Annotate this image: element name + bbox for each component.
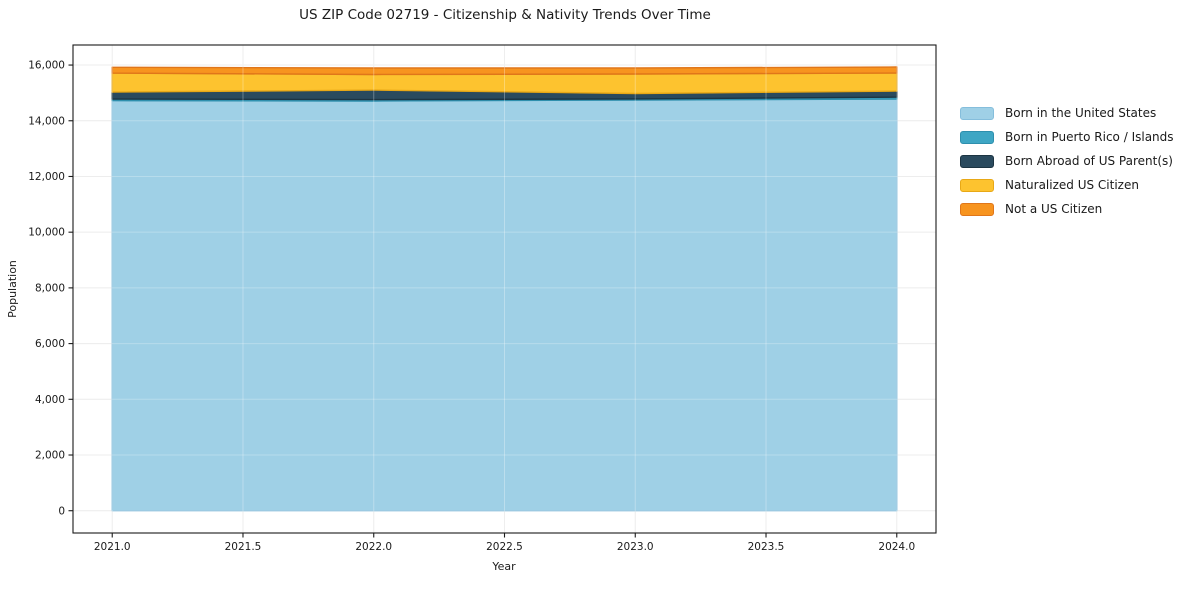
x-axis-label: Year xyxy=(491,560,516,573)
legend: Born in the United States Born in Puerto … xyxy=(960,101,1174,221)
legend-item-born-abroad: Born Abroad of US Parent(s) xyxy=(960,149,1174,173)
x-tick-label: 2024.0 xyxy=(878,541,915,553)
tick-labels: 0 2,000 4,000 6,000 8,000 10,000 12,000 14,000 1… xyxy=(28,60,915,553)
x-tick-label: 2022.5 xyxy=(486,541,523,553)
tick-marks xyxy=(68,64,898,538)
legend-label: Born in Puerto Rico / Islands xyxy=(1005,130,1174,144)
y-tick-label: 8,000 xyxy=(35,282,65,294)
legend-label: Born in the United States xyxy=(1005,106,1157,120)
legend-label: Not a US Citizen xyxy=(1005,202,1103,216)
legend-swatch-naturalized xyxy=(960,178,994,192)
legend-label: Born Abroad of US Parent(s) xyxy=(1005,154,1173,168)
y-tick-label: 12,000 xyxy=(28,171,65,183)
x-tick-label: 2021.0 xyxy=(94,541,131,553)
legend-item-naturalized: Naturalized US Citizen xyxy=(960,173,1174,197)
stacked-areas xyxy=(111,66,898,512)
y-tick-label: 16,000 xyxy=(28,60,65,72)
x-tick-label: 2021.5 xyxy=(225,541,262,553)
legend-item-not-citizen: Not a US Citizen xyxy=(960,197,1174,221)
chart-title: US ZIP Code 02719 - Citizenship & Nativi… xyxy=(299,7,711,23)
legend-swatch-born-pr-islands xyxy=(960,130,994,144)
legend-swatch-not-citizen xyxy=(960,202,994,216)
y-axis-label: Population xyxy=(6,260,19,318)
legend-swatch-born-abroad xyxy=(960,154,994,168)
legend-item-born-us: Born in the United States xyxy=(960,101,1174,125)
legend-item-born-pr-islands: Born in Puerto Rico / Islands xyxy=(960,125,1174,149)
y-tick-label: 10,000 xyxy=(28,227,65,239)
legend-swatch-born-us xyxy=(960,106,994,120)
x-tick-label: 2022.0 xyxy=(355,541,392,553)
y-tick-label: 6,000 xyxy=(35,338,65,350)
gridlines-overlay xyxy=(73,45,936,533)
legend-label: Naturalized US Citizen xyxy=(1005,178,1139,192)
area-not-citizen xyxy=(111,66,898,76)
x-tick-label: 2023.5 xyxy=(748,541,785,553)
y-tick-label: 2,000 xyxy=(35,450,65,462)
y-tick-label: 0 xyxy=(58,505,65,517)
y-tick-label: 14,000 xyxy=(28,115,65,127)
y-tick-label: 4,000 xyxy=(35,394,65,406)
x-tick-label: 2023.0 xyxy=(617,541,654,553)
